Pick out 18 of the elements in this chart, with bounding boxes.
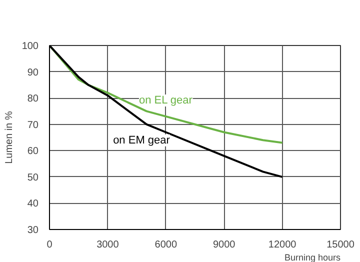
series-label: on EL gear [138, 94, 193, 106]
y-tick-label: 30 [27, 225, 39, 236]
x-tick-label: 6000 [154, 240, 178, 250]
y-tick-label: 100 [22, 41, 39, 52]
x-tick-label: 15000 [326, 240, 355, 250]
x-tick-label: 12000 [268, 240, 297, 250]
y-tick-label: 40 [27, 198, 39, 210]
x-axis-title: Burning hours [284, 252, 341, 262]
x-tick-label: 9000 [212, 240, 236, 250]
y-axis-title: Lumen in % [4, 110, 15, 164]
y-tick-label: 90 [27, 67, 39, 78]
y-tick-label: 60 [27, 146, 39, 158]
x-tick-label: 3000 [96, 240, 120, 250]
y-tick-label: 80 [27, 94, 39, 105]
y-tick-label: 70 [27, 120, 39, 131]
x-tick-label: 0 [46, 240, 53, 250]
y-tick-label: 50 [27, 172, 39, 184]
series-label: on EM gear [113, 134, 170, 146]
